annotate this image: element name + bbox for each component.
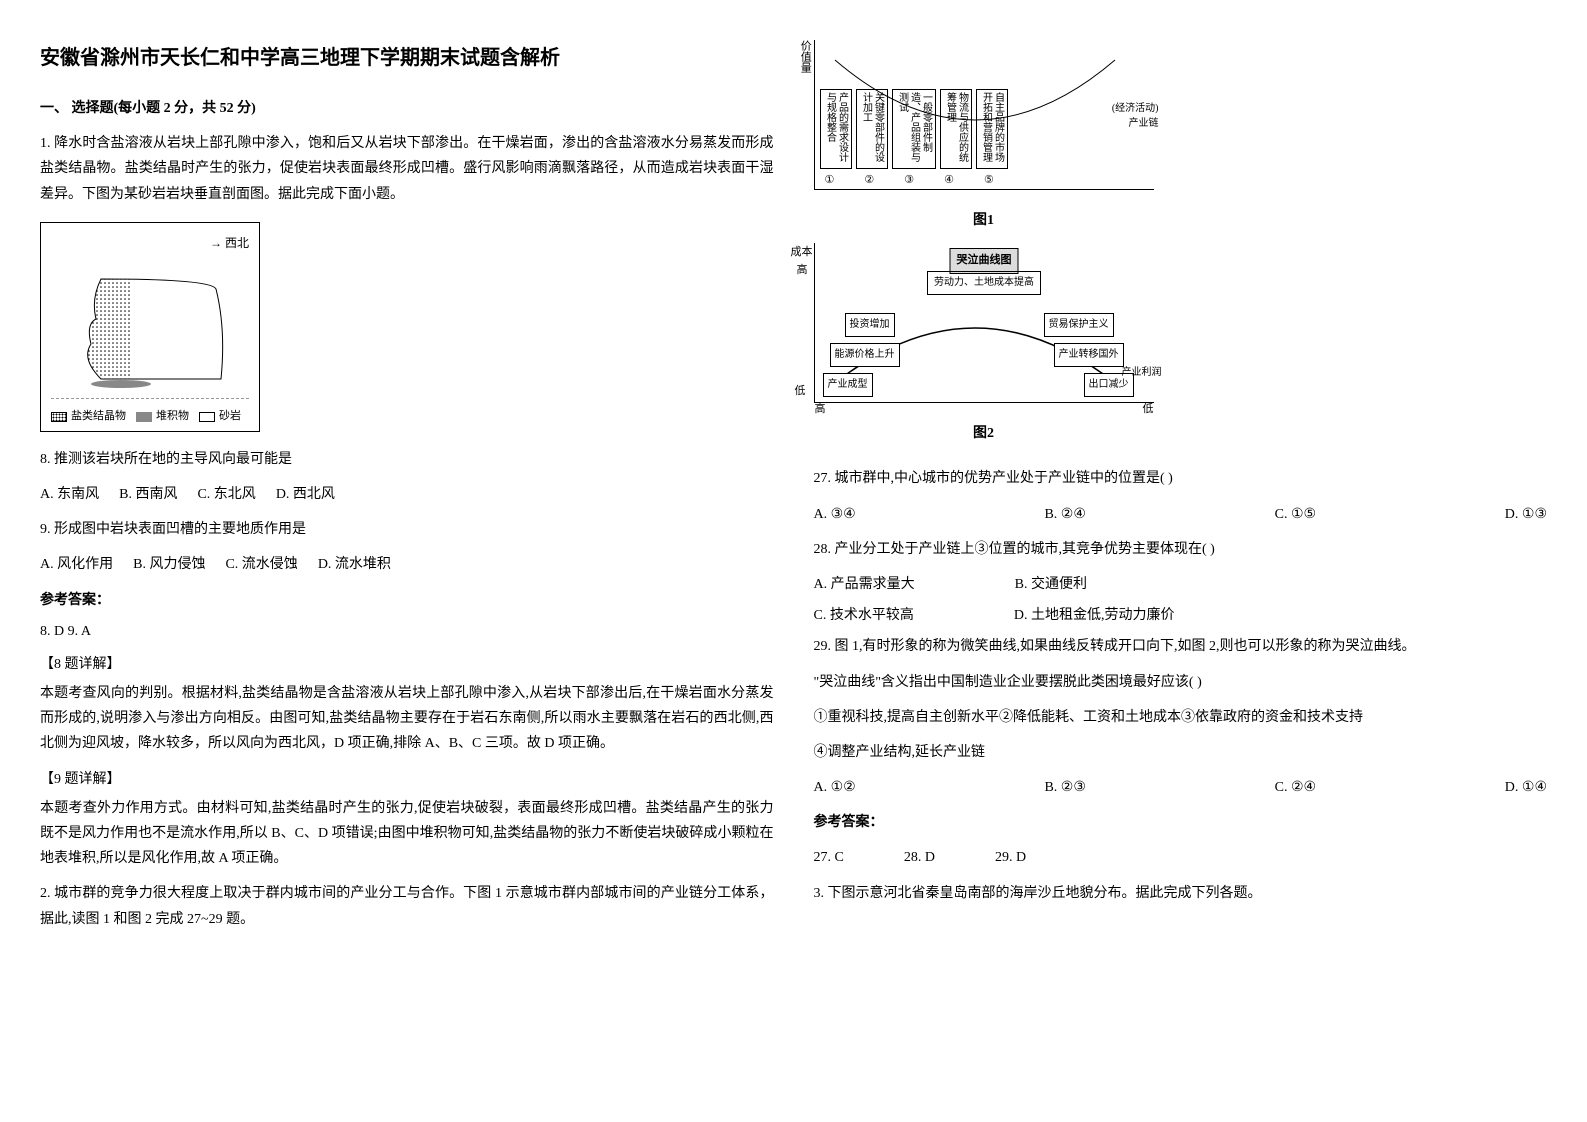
cry-box-bl2: 能源价格上升 — [830, 343, 900, 367]
rock-legend: 盐类结晶物 堆积物 砂岩 — [51, 407, 249, 427]
chain-box-1: 产品的需求设计与规格整合 — [820, 89, 852, 169]
legend-salt: 盐类结晶物 — [51, 407, 126, 427]
cry-ylabel-high: 高 — [797, 261, 808, 281]
rock-svg — [71, 269, 231, 389]
q3-stem: 3. 下图示意河北省秦皇岛南部的海岸沙丘地貌分布。据此完成下列各题。 — [814, 881, 1548, 906]
chain-diagram: 价值量 产品的需求设计与规格整合 关键零部件的设计加工 一般零部件制造、产品组装… — [814, 40, 1154, 190]
figure-chain: 价值量 产品的需求设计与规格整合 关键零部件的设计加工 一般零部件制造、产品组装… — [814, 40, 1154, 233]
ans-29: 29. D — [995, 845, 1026, 870]
right-column: 价值量 产品的需求设计与规格整合 关键零部件的设计加工 一般零部件制造、产品组装… — [814, 40, 1548, 942]
q28-opt-d: D. 土地租金低,劳动力廉价 — [1014, 603, 1175, 628]
q2-stem: 2. 城市群的竞争力很大程度上取决于群内城市间的产业分工与合作。下图 1 示意城… — [40, 881, 774, 931]
fig1-caption: 图1 — [814, 208, 1154, 233]
q9-opt-b: B. 风力侵蚀 — [133, 552, 205, 577]
cry-ylabel-top: 成本 — [791, 243, 813, 263]
q27-opt-a: A. ③④ — [814, 502, 856, 527]
chain-num-1: ① — [825, 171, 835, 191]
q28-stem: 28. 产业分工处于产业链上③位置的城市,其竞争优势主要体现在( ) — [814, 537, 1548, 562]
q8-options: A. 东南风 B. 西南风 C. 东北风 D. 西北风 — [40, 482, 774, 507]
arrow-label: → 西北 — [51, 233, 249, 255]
q8-opt-b: B. 西南风 — [119, 482, 177, 507]
q27-options: A. ③④ B. ②④ C. ①⑤ D. ①③ — [814, 502, 1548, 527]
deposit-swatch — [136, 412, 152, 422]
cry-right-label: 产业利润 — [1122, 364, 1162, 382]
legend-sandstone: 砂岩 — [199, 407, 241, 427]
q27-stem: 27. 城市群中,中心城市的优势产业处于产业链中的位置是( ) — [814, 466, 1548, 491]
left-column: 安徽省滁州市天长仁和中学高三地理下学期期末试题含解析 一、 选择题(每小题 2 … — [40, 40, 774, 942]
fig2-caption: 图2 — [814, 421, 1154, 446]
q29-options: A. ①② B. ②③ C. ②④ D. ①④ — [814, 775, 1548, 800]
chain-num-5: ⑤ — [984, 171, 994, 191]
chain-ylabel: 价值量 — [795, 40, 815, 73]
q29-stem1: 29. 图 1,有时形象的称为微笑曲线,如果曲线反转成开口向下,如图 2,则也可… — [814, 634, 1548, 659]
page-title: 安徽省滁州市天长仁和中学高三地理下学期期末试题含解析 — [40, 40, 774, 76]
cry-box-bl3: 产业成型 — [823, 373, 873, 397]
chain-box-2: 关键零部件的设计加工 — [856, 89, 888, 169]
q29-stem2: "哭泣曲线"含义指出中国制造业企业要摆脱此类困境最好应该( ) — [814, 670, 1548, 695]
salt-label: 盐类结晶物 — [71, 407, 126, 427]
cry-ylabel-low: 低 — [795, 382, 806, 402]
chain-box-5: 自主品牌的市场开拓和营销管理 — [976, 89, 1008, 169]
cry-box-br1: 贸易保护主义 — [1044, 313, 1114, 337]
cry-xlabel-right: 低 — [1143, 400, 1154, 420]
chain-box-3: 一般零部件制造、产品组装与测试 — [892, 89, 936, 169]
section-heading: 一、 选择题(每小题 2 分，共 52 分) — [40, 96, 774, 121]
q27-opt-d: D. ①③ — [1505, 502, 1547, 527]
salt-swatch — [51, 412, 67, 422]
q9-opt-a: A. 风化作用 — [40, 552, 113, 577]
q27-opt-b: B. ②④ — [1044, 502, 1085, 527]
q28-options-row2: C. 技术水平较高 D. 土地租金低,劳动力廉价 — [814, 603, 1548, 628]
q29-stem3: ①重视科技,提高自主创新水平②降低能耗、工资和土地成本③依靠政府的资金和技术支持 — [814, 705, 1548, 730]
q8-stem: 8. 推测该岩块所在地的主导风向最可能是 — [40, 447, 774, 472]
chain-numbers: ① ② ③ ④ ⑤ — [825, 171, 994, 191]
q28-opt-b: B. 交通便利 — [1015, 572, 1087, 597]
q27-opt-c: C. ①⑤ — [1275, 502, 1316, 527]
sandstone-label: 砂岩 — [219, 407, 241, 427]
ans-27: 27. C — [814, 845, 844, 870]
sandstone-swatch — [199, 412, 215, 422]
q8-opt-c: C. 东北风 — [197, 482, 255, 507]
q28-options-row1: A. 产品需求量大 B. 交通便利 — [814, 572, 1548, 597]
q9-opt-c: C. 流水侵蚀 — [225, 552, 297, 577]
q29-stem4: ④调整产业结构,延长产业链 — [814, 740, 1548, 765]
q29-opt-a: A. ①② — [814, 775, 856, 800]
q28-opt-a: A. 产品需求量大 — [814, 572, 915, 597]
answer-label-2: 参考答案： — [814, 810, 1548, 835]
answers-27-29: 27. C 28. D 29. D — [814, 845, 1548, 870]
q29-opt-b: B. ②③ — [1044, 775, 1085, 800]
explain9-text: 本题考查外力作用方式。由材料可知,盐类结晶时产生的张力,促使岩块破裂，表面最终形… — [40, 796, 774, 872]
rock-diagram — [51, 259, 249, 399]
q9-options: A. 风化作用 B. 风力侵蚀 C. 流水侵蚀 D. 流水堆积 — [40, 552, 774, 577]
ans-28: 28. D — [904, 845, 935, 870]
cry-box-bl1: 投资增加 — [845, 313, 895, 337]
chain-num-3: ③ — [904, 171, 914, 191]
chain-num-4: ④ — [944, 171, 954, 191]
deposit-label: 堆积物 — [156, 407, 189, 427]
cry-xlabel-left: 高 — [815, 400, 826, 420]
chain-boxes: 产品的需求设计与规格整合 关键零部件的设计加工 一般零部件制造、产品组装与测试 … — [820, 89, 1008, 169]
q28-opt-c: C. 技术水平较高 — [814, 603, 914, 628]
explain8-text: 本题考查风向的判别。根据材料,盐类结晶物是含盐溶液从岩块上部孔隙中渗入,从岩块下… — [40, 681, 774, 757]
q8-opt-d: D. 西北风 — [276, 482, 335, 507]
explain9-heading: 【9 题详解】 — [40, 767, 774, 792]
cry-diagram: 成本 高 低 高 低 哭泣曲线图 劳动力、土地成本提高 投资增加 能源价格上升 … — [814, 243, 1154, 403]
q29-opt-c: C. ②④ — [1275, 775, 1316, 800]
answer-label-1: 参考答案： — [40, 588, 774, 613]
cry-box-br2: 产业转移国外 — [1054, 343, 1124, 367]
q29-opt-d: D. ①④ — [1505, 775, 1547, 800]
figure-rock: → 西北 盐类结晶物 堆积物 — [40, 222, 260, 432]
q1-stem: 1. 降水时含盐溶液从岩块上部孔隙中渗入，饱和后又从岩块下部渗出。在干燥岩面，渗… — [40, 131, 774, 207]
chain-num-2: ② — [864, 171, 874, 191]
figure-cry: 成本 高 低 高 低 哭泣曲线图 劳动力、土地成本提高 投资增加 能源价格上升 … — [814, 243, 1154, 446]
chain-xlabel: 产业链 — [1129, 115, 1159, 133]
legend-deposit: 堆积物 — [136, 407, 189, 427]
answers-8-9: 8. D 9. A — [40, 619, 774, 644]
q9-opt-d: D. 流水堆积 — [318, 552, 391, 577]
chain-box-4: 物流与供应的统筹管理 — [940, 89, 972, 169]
q9-stem: 9. 形成图中岩块表面凹槽的主要地质作用是 — [40, 517, 774, 542]
explain8-heading: 【8 题详解】 — [40, 652, 774, 677]
q8-opt-a: A. 东南风 — [40, 482, 99, 507]
